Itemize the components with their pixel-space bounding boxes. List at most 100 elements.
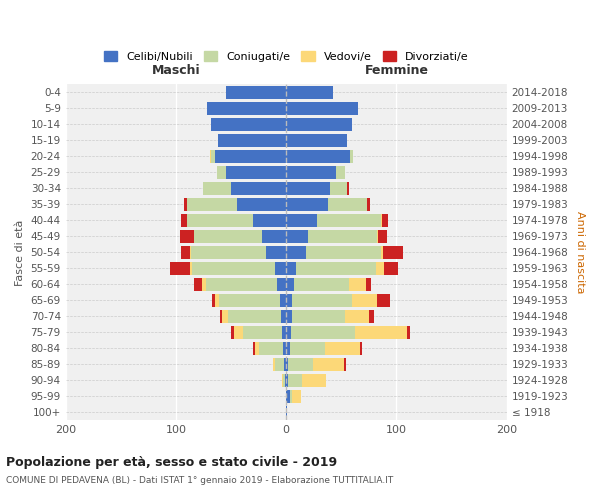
Bar bbox=[170, 262, 190, 274]
Bar bbox=[194, 230, 262, 242]
Bar bbox=[243, 326, 282, 338]
Bar bbox=[286, 198, 328, 211]
Bar bbox=[296, 262, 376, 274]
Bar bbox=[283, 374, 285, 386]
Bar bbox=[286, 390, 290, 402]
Bar bbox=[286, 406, 287, 418]
Bar bbox=[290, 326, 355, 338]
Bar bbox=[286, 326, 290, 338]
Bar bbox=[187, 214, 253, 226]
Bar bbox=[218, 134, 286, 147]
Bar bbox=[336, 166, 344, 179]
Bar bbox=[286, 182, 331, 195]
Bar bbox=[215, 294, 219, 306]
Bar bbox=[377, 294, 390, 306]
Bar bbox=[308, 230, 377, 242]
Bar bbox=[206, 278, 277, 290]
Bar bbox=[215, 150, 286, 163]
Bar bbox=[283, 342, 286, 354]
Bar bbox=[212, 294, 215, 306]
Bar bbox=[369, 310, 374, 322]
Bar bbox=[286, 102, 358, 115]
Bar bbox=[349, 278, 365, 290]
Bar bbox=[181, 214, 187, 226]
Bar bbox=[236, 198, 286, 211]
Bar bbox=[207, 102, 286, 115]
Bar bbox=[266, 246, 286, 258]
Bar bbox=[286, 230, 308, 242]
Bar bbox=[275, 262, 286, 274]
Bar bbox=[331, 182, 347, 195]
Bar bbox=[228, 310, 281, 322]
Bar bbox=[231, 182, 286, 195]
Bar bbox=[217, 166, 226, 179]
Text: COMUNE DI PEDAVENA (BL) - Dati ISTAT 1° gennaio 2019 - Elaborazione TUTTITALIA.I: COMUNE DI PEDAVENA (BL) - Dati ISTAT 1° … bbox=[6, 476, 393, 485]
Bar bbox=[211, 150, 215, 163]
Y-axis label: Anni di nascita: Anni di nascita bbox=[575, 211, 585, 294]
Bar bbox=[211, 118, 286, 131]
Y-axis label: Fasce di età: Fasce di età bbox=[15, 219, 25, 286]
Bar bbox=[282, 374, 283, 386]
Bar bbox=[367, 198, 370, 211]
Bar bbox=[378, 230, 386, 242]
Bar bbox=[187, 198, 236, 211]
Bar bbox=[235, 326, 243, 338]
Bar bbox=[285, 374, 286, 386]
Bar bbox=[191, 246, 266, 258]
Bar bbox=[181, 246, 190, 258]
Bar bbox=[344, 310, 369, 322]
Bar bbox=[226, 166, 286, 179]
Bar bbox=[286, 262, 296, 274]
Bar bbox=[210, 150, 211, 163]
Bar bbox=[277, 278, 286, 290]
Bar bbox=[190, 246, 191, 258]
Bar bbox=[290, 342, 325, 354]
Bar bbox=[286, 294, 292, 306]
Bar bbox=[286, 118, 352, 131]
Bar bbox=[284, 358, 286, 370]
Bar bbox=[292, 390, 301, 402]
Bar bbox=[181, 230, 194, 242]
Bar bbox=[302, 374, 326, 386]
Bar bbox=[365, 278, 371, 290]
Bar bbox=[325, 342, 360, 354]
Bar bbox=[360, 342, 362, 354]
Bar bbox=[280, 294, 286, 306]
Bar bbox=[286, 166, 336, 179]
Bar bbox=[377, 230, 378, 242]
Bar bbox=[253, 342, 256, 354]
Bar bbox=[286, 342, 290, 354]
Bar bbox=[306, 246, 381, 258]
Bar bbox=[259, 342, 283, 354]
Bar bbox=[407, 326, 410, 338]
Bar bbox=[286, 214, 317, 226]
Bar bbox=[292, 294, 352, 306]
Bar bbox=[222, 310, 228, 322]
Bar bbox=[253, 214, 286, 226]
Bar bbox=[286, 278, 294, 290]
Bar bbox=[382, 214, 388, 226]
Bar bbox=[286, 358, 289, 370]
Bar bbox=[381, 214, 382, 226]
Bar bbox=[275, 358, 284, 370]
Bar bbox=[328, 198, 367, 211]
Bar bbox=[376, 262, 385, 274]
Bar bbox=[292, 310, 344, 322]
Bar bbox=[313, 358, 344, 370]
Bar bbox=[344, 358, 346, 370]
Bar bbox=[184, 198, 187, 211]
Bar bbox=[202, 278, 206, 290]
Bar bbox=[203, 182, 231, 195]
Bar bbox=[256, 342, 259, 354]
Bar bbox=[286, 246, 306, 258]
Bar bbox=[294, 278, 349, 290]
Bar bbox=[282, 326, 286, 338]
Bar bbox=[286, 86, 332, 99]
Bar bbox=[286, 374, 289, 386]
Bar bbox=[219, 294, 280, 306]
Bar bbox=[190, 262, 193, 274]
Text: Maschi: Maschi bbox=[152, 64, 200, 78]
Bar bbox=[381, 246, 383, 258]
Text: Popolazione per età, sesso e stato civile - 2019: Popolazione per età, sesso e stato civil… bbox=[6, 456, 337, 469]
Bar bbox=[289, 358, 313, 370]
